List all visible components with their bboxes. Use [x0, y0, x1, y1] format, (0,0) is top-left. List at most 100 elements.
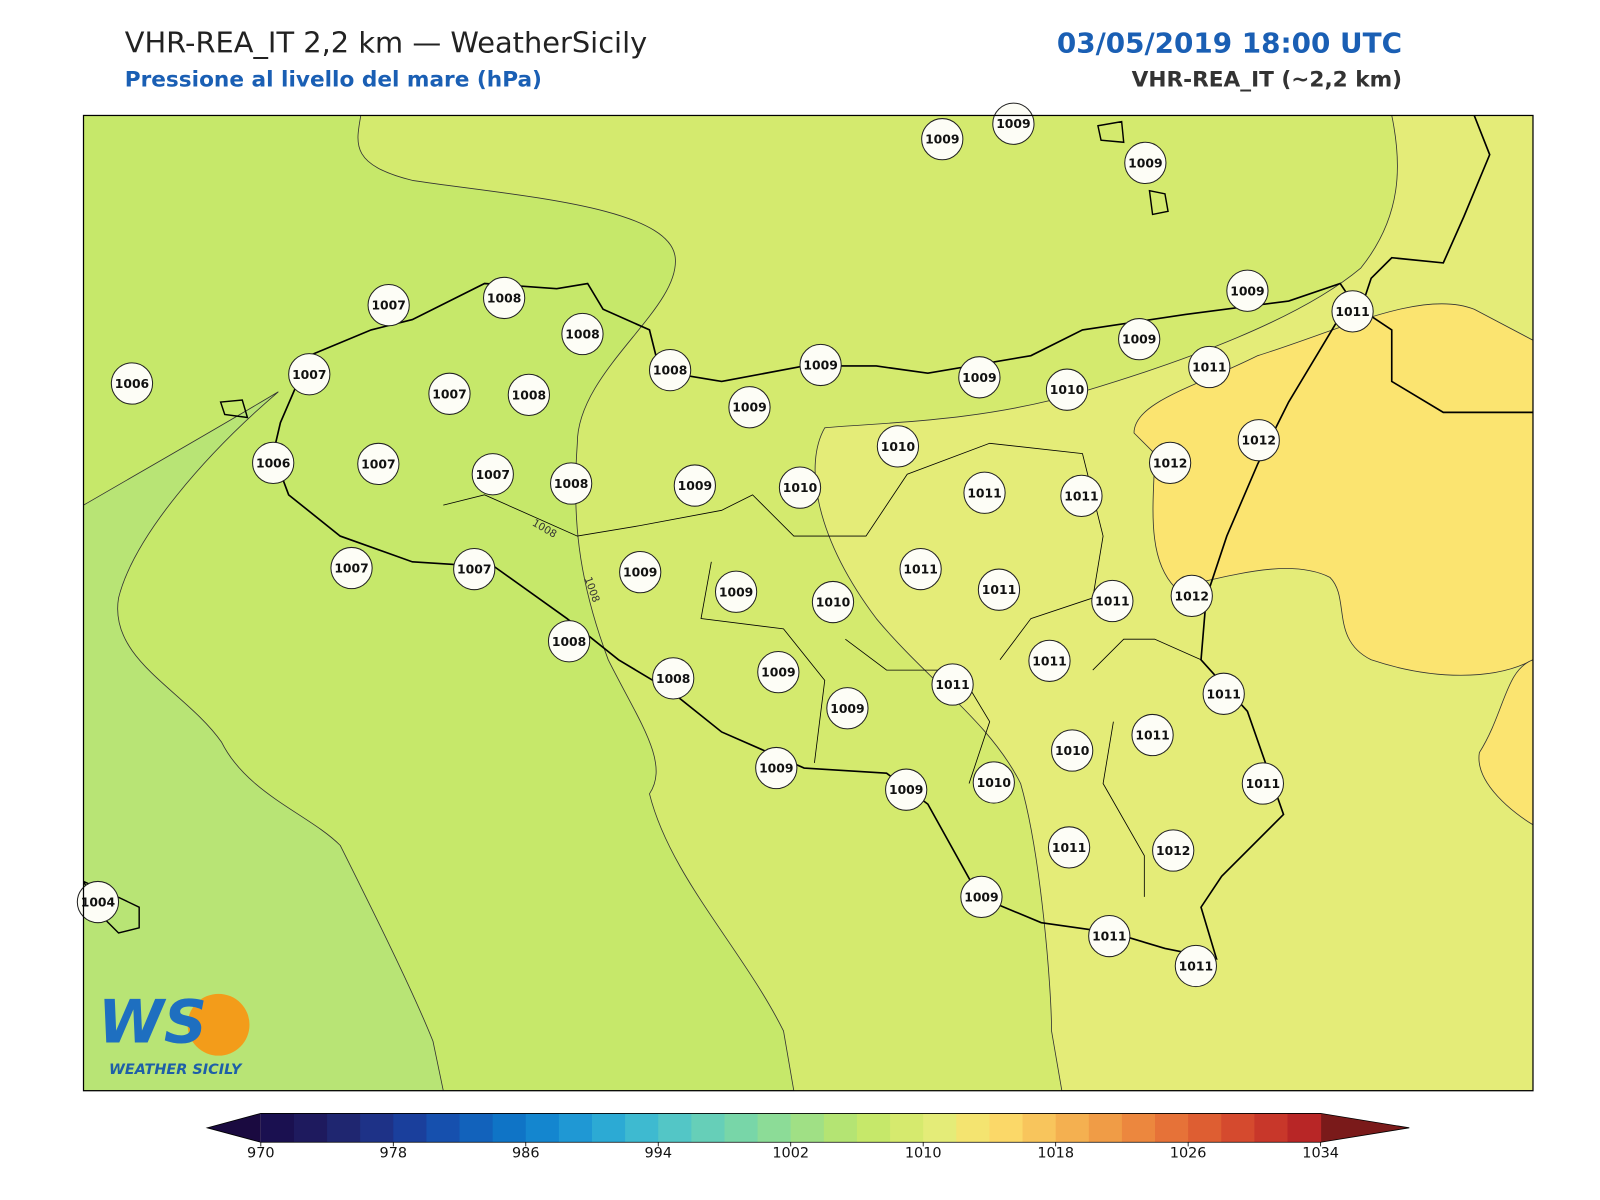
- station-value: 1010: [1055, 744, 1090, 758]
- station-value: 1004: [81, 896, 116, 910]
- station-value: 1011: [1207, 687, 1241, 701]
- colorbar-swatch: [724, 1113, 759, 1143]
- station-value: 1008: [554, 477, 588, 491]
- station-marker: [1051, 729, 1094, 772]
- station-value: 1008: [487, 291, 521, 305]
- colorbar-tick-label: 1002: [772, 1146, 809, 1162]
- colorbar-swatch: [1155, 1113, 1189, 1143]
- station-marker: [1148, 441, 1192, 485]
- station-marker: [507, 373, 550, 416]
- colorbar: 970 978 986 994 1002 1010 1018 1026 1034: [205, 1112, 1410, 1162]
- logo-name: WEATHER SICILY: [109, 1062, 243, 1078]
- station-value: 1008: [565, 328, 599, 342]
- colorbar-swatch: [1221, 1113, 1255, 1143]
- station-marker: [755, 746, 798, 790]
- station-marker: [778, 466, 822, 509]
- station-value: 1011: [1092, 930, 1126, 944]
- station-marker: [963, 471, 1006, 514]
- station-marker: [1202, 672, 1245, 715]
- station-marker: [453, 547, 496, 591]
- logo-mark: WS: [98, 988, 207, 1057]
- colorbar-tick-label: 1026: [1170, 1146, 1207, 1162]
- station-marker: [648, 348, 692, 392]
- station-value: 1009: [996, 117, 1030, 131]
- station-value: 1011: [982, 583, 1016, 597]
- station-value: 1009: [889, 783, 923, 797]
- station-marker: [471, 453, 514, 496]
- colorbar-swatch: [492, 1113, 527, 1143]
- station-marker: [367, 284, 410, 327]
- station-value: 1011: [1064, 489, 1098, 503]
- station-value: 1011: [1052, 841, 1086, 855]
- colorbar-swatch: [1055, 1113, 1090, 1143]
- station-value: 1012: [1175, 589, 1209, 603]
- station-marker: [1331, 290, 1374, 333]
- colorbar-tick-label: 1034: [1302, 1146, 1339, 1162]
- station-marker: [357, 442, 400, 486]
- station-value: 1012: [1153, 456, 1187, 470]
- station-marker: [482, 276, 526, 320]
- colorbar-swatch: [426, 1113, 461, 1143]
- station-value: 1007: [432, 387, 466, 401]
- station-marker: [330, 546, 373, 590]
- colorbar-swatch: [1121, 1113, 1156, 1143]
- station-marker: [1188, 345, 1231, 389]
- colorbar-over: [1320, 1113, 1410, 1143]
- station-value: 1009: [678, 479, 712, 493]
- station-value: 1011: [1246, 777, 1280, 791]
- station-marker: [972, 761, 1015, 804]
- station-value: 1007: [292, 368, 326, 382]
- station-value: 1007: [361, 457, 395, 471]
- station-marker: [1170, 574, 1213, 618]
- station-marker: [561, 312, 604, 356]
- station-value: 1009: [830, 702, 864, 716]
- station-marker: [1047, 826, 1091, 869]
- station-marker: [958, 356, 1001, 399]
- colorbar-swatch: [293, 1113, 328, 1143]
- colorbar-swatch: [658, 1113, 692, 1143]
- station-value: 1011: [1335, 305, 1369, 319]
- station-marker: [826, 687, 869, 730]
- station-value: 1010: [881, 440, 916, 454]
- colorbar-swatch: [923, 1113, 957, 1143]
- station-value: 1009: [1128, 156, 1162, 170]
- logo: WS WEATHER SICILY: [98, 988, 250, 1078]
- station-marker: [1088, 914, 1131, 958]
- station-value: 1009: [719, 585, 753, 599]
- station-value: 1011: [1095, 595, 1129, 609]
- title: VHR-REA_IT 2,2 km — WeatherSicily: [125, 25, 647, 59]
- colorbar-swatch: [625, 1113, 659, 1143]
- station-marker: [992, 102, 1035, 145]
- station-value: 1011: [1192, 361, 1226, 375]
- colorbar-swatch: [1287, 1113, 1322, 1143]
- station-value: 1006: [115, 377, 149, 391]
- station-marker: [1152, 829, 1195, 872]
- station-marker: [1118, 318, 1161, 361]
- station-value: 1011: [967, 486, 1001, 500]
- station-marker: [811, 580, 855, 624]
- model: VHR-REA_IT (~2,2 km): [1132, 67, 1402, 92]
- station-marker: [76, 880, 120, 924]
- station-value: 1011: [1179, 960, 1213, 974]
- colorbar-swatch: [890, 1113, 924, 1143]
- station-marker: [547, 620, 591, 663]
- station-marker: [673, 464, 716, 507]
- station-value: 1012: [1242, 434, 1276, 448]
- station-value: 1009: [962, 371, 996, 385]
- isobar-band: [83, 391, 444, 1091]
- station-value: 1007: [476, 468, 510, 482]
- colorbar-tick-label: 1010: [905, 1146, 942, 1162]
- station-value: 1009: [925, 133, 959, 147]
- station-marker: [1045, 368, 1089, 411]
- colorbar-swatch: [691, 1113, 725, 1143]
- station-value: 1010: [783, 481, 818, 495]
- colorbar-swatch: [790, 1113, 825, 1143]
- colorbar-swatch: [1188, 1113, 1222, 1143]
- colorbar-swatch: [327, 1113, 361, 1143]
- colorbar-swatch: [525, 1113, 560, 1143]
- station-marker: [1124, 141, 1167, 185]
- station-value: 1010: [816, 596, 851, 610]
- station-marker: [549, 462, 593, 505]
- colorbar-swatch: [459, 1113, 494, 1143]
